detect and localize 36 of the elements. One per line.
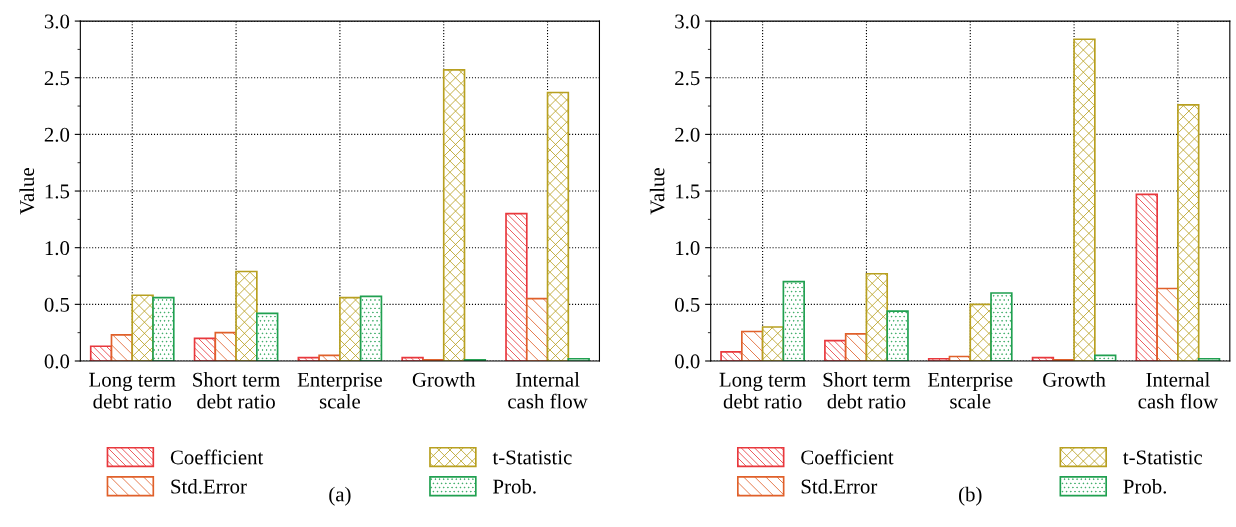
legend-label: t-Statistic bbox=[492, 450, 572, 465]
y-tick-label: 1.0 bbox=[45, 241, 70, 256]
x-tick-label: Internal cash flow bbox=[508, 372, 588, 409]
x-tick-label: Long term debt ratio bbox=[89, 372, 176, 409]
y-axis-title: Value bbox=[19, 168, 35, 215]
y-tick-label: 2.5 bbox=[675, 71, 700, 86]
y-tick-label: 2.0 bbox=[44, 127, 70, 142]
legend-label: t-Statistic bbox=[1123, 450, 1203, 465]
x-tick-label: Growth bbox=[1043, 372, 1106, 387]
y-tick-label: 2.0 bbox=[675, 127, 700, 142]
x-tick-label: Short term debt ratio bbox=[823, 372, 911, 409]
text: (b) bbox=[959, 486, 982, 506]
y-tick-label: 3.0 bbox=[44, 14, 70, 29]
legend-label: Prob. bbox=[1123, 478, 1167, 494]
x-tick-label: Growth bbox=[412, 372, 476, 387]
y-tick-label: 0.0 bbox=[675, 354, 700, 369]
x-tick-label: Long term debt ratio bbox=[719, 372, 806, 409]
x-tick-label: Enterprise scale bbox=[928, 372, 1013, 409]
legend-label: Coefficient bbox=[801, 449, 894, 465]
legend-label: Prob. bbox=[493, 478, 536, 494]
y-tick-label: 0.5 bbox=[44, 297, 70, 312]
y-tick-label: 0.0 bbox=[44, 354, 70, 369]
legend-label: Std.Error bbox=[171, 478, 247, 494]
legend-label: Coefficient bbox=[170, 449, 264, 465]
y-tick-label: 1.0 bbox=[676, 241, 700, 256]
y-tick-label: 1.5 bbox=[45, 184, 70, 199]
x-tick-label: Internal cash flow bbox=[1138, 372, 1219, 409]
y-tick-label: 2.5 bbox=[44, 71, 70, 86]
x-tick-label: Short term debt ratio bbox=[193, 372, 281, 409]
x-tick-label: Enterprise scale bbox=[297, 372, 382, 409]
y-tick-label: 1.5 bbox=[676, 184, 700, 199]
legend-label: Std.Error bbox=[801, 478, 878, 494]
y-tick-label: 0.5 bbox=[675, 297, 700, 312]
y-tick-label: 3.0 bbox=[675, 14, 700, 29]
text: (a) bbox=[329, 486, 351, 506]
y-axis-title: Value bbox=[649, 168, 665, 215]
